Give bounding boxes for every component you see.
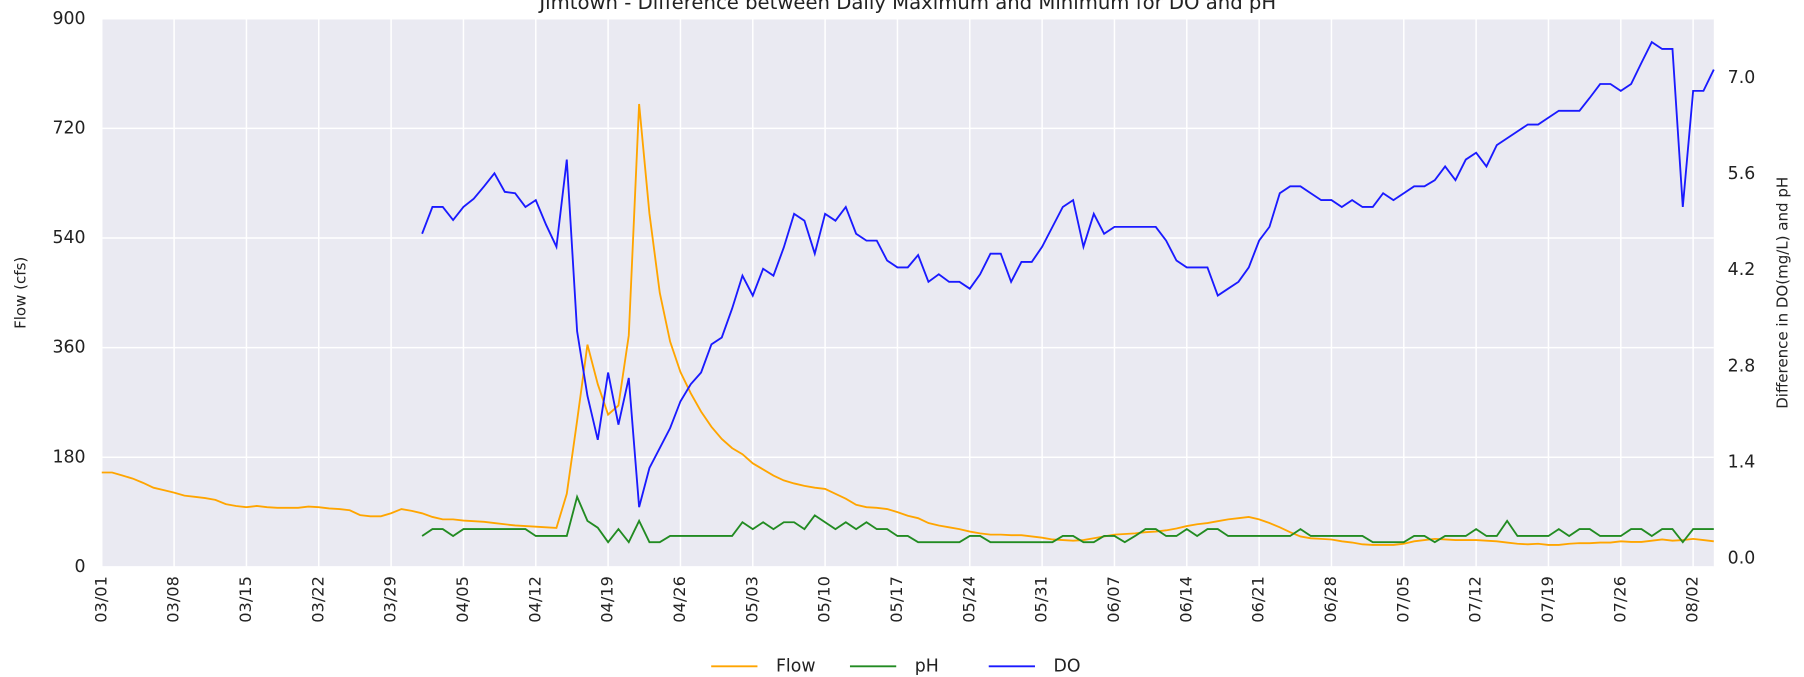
chart-title: Jimtown - Difference between Daily Maxim… [537, 0, 1276, 14]
x-tick-label: 04/26 [670, 576, 689, 623]
y-tick-label: 180 [52, 447, 85, 467]
y2-tick-label: 7.0 [1728, 68, 1756, 88]
y-axis-label: Flow (cfs) [11, 257, 29, 329]
x-tick-label: 05/10 [815, 576, 834, 623]
legend-label: pH [915, 656, 939, 676]
x-tick-label: 03/29 [381, 576, 400, 623]
legend-label: Flow [776, 656, 816, 676]
x-tick-label: 04/05 [453, 576, 472, 623]
plot-background [101, 18, 1714, 567]
y2-tick-label: 0.0 [1728, 549, 1756, 569]
x-tick-label: 03/01 [91, 576, 110, 623]
line-series [101, 103, 1714, 546]
y-tick-label: 0 [75, 557, 86, 577]
x-tick-label: 06/07 [1104, 576, 1123, 623]
x-tick-label: 08/02 [1683, 576, 1702, 623]
legend-label: DO [1053, 656, 1080, 676]
x-tick-label: 07/12 [1466, 576, 1485, 623]
x-tick-label: 03/22 [308, 576, 327, 623]
x-tick-label: 06/14 [1176, 576, 1195, 623]
y-tick-label: 360 [52, 338, 85, 358]
y-tick-label: 540 [52, 228, 85, 248]
y-tick-label: 720 [52, 118, 85, 138]
x-tick-label: 05/31 [1032, 576, 1051, 623]
x-tick-label: 05/03 [742, 576, 761, 623]
y2-axis-label: Difference in DO(mg/L) and pH [1774, 177, 1792, 409]
x-tick-label: 04/12 [525, 576, 544, 623]
y-tick-label: 900 [52, 9, 85, 29]
x-tick-label: 06/28 [1321, 576, 1340, 623]
y2-tick-label: 5.6 [1728, 164, 1756, 184]
x-tick-label: 07/26 [1610, 576, 1629, 623]
line-series [421, 493, 1714, 544]
x-tick-label: 07/19 [1538, 576, 1557, 623]
x-tick-label: 03/08 [164, 576, 183, 623]
x-tick-label: 05/17 [887, 576, 906, 623]
y2-tick-label: 2.8 [1728, 356, 1756, 376]
x-tick-label: 04/19 [598, 576, 617, 623]
y2-tick-label: 4.2 [1728, 260, 1756, 280]
x-tick-label: 05/24 [959, 576, 978, 623]
legend: Flow pH DO [711, 656, 1080, 676]
y2-tick-label: 1.4 [1728, 452, 1756, 472]
line-series [421, 40, 1715, 508]
x-tick-label: 07/05 [1393, 576, 1412, 623]
x-tick-label: 06/21 [1249, 576, 1268, 623]
x-tick-label: 03/15 [236, 576, 255, 623]
